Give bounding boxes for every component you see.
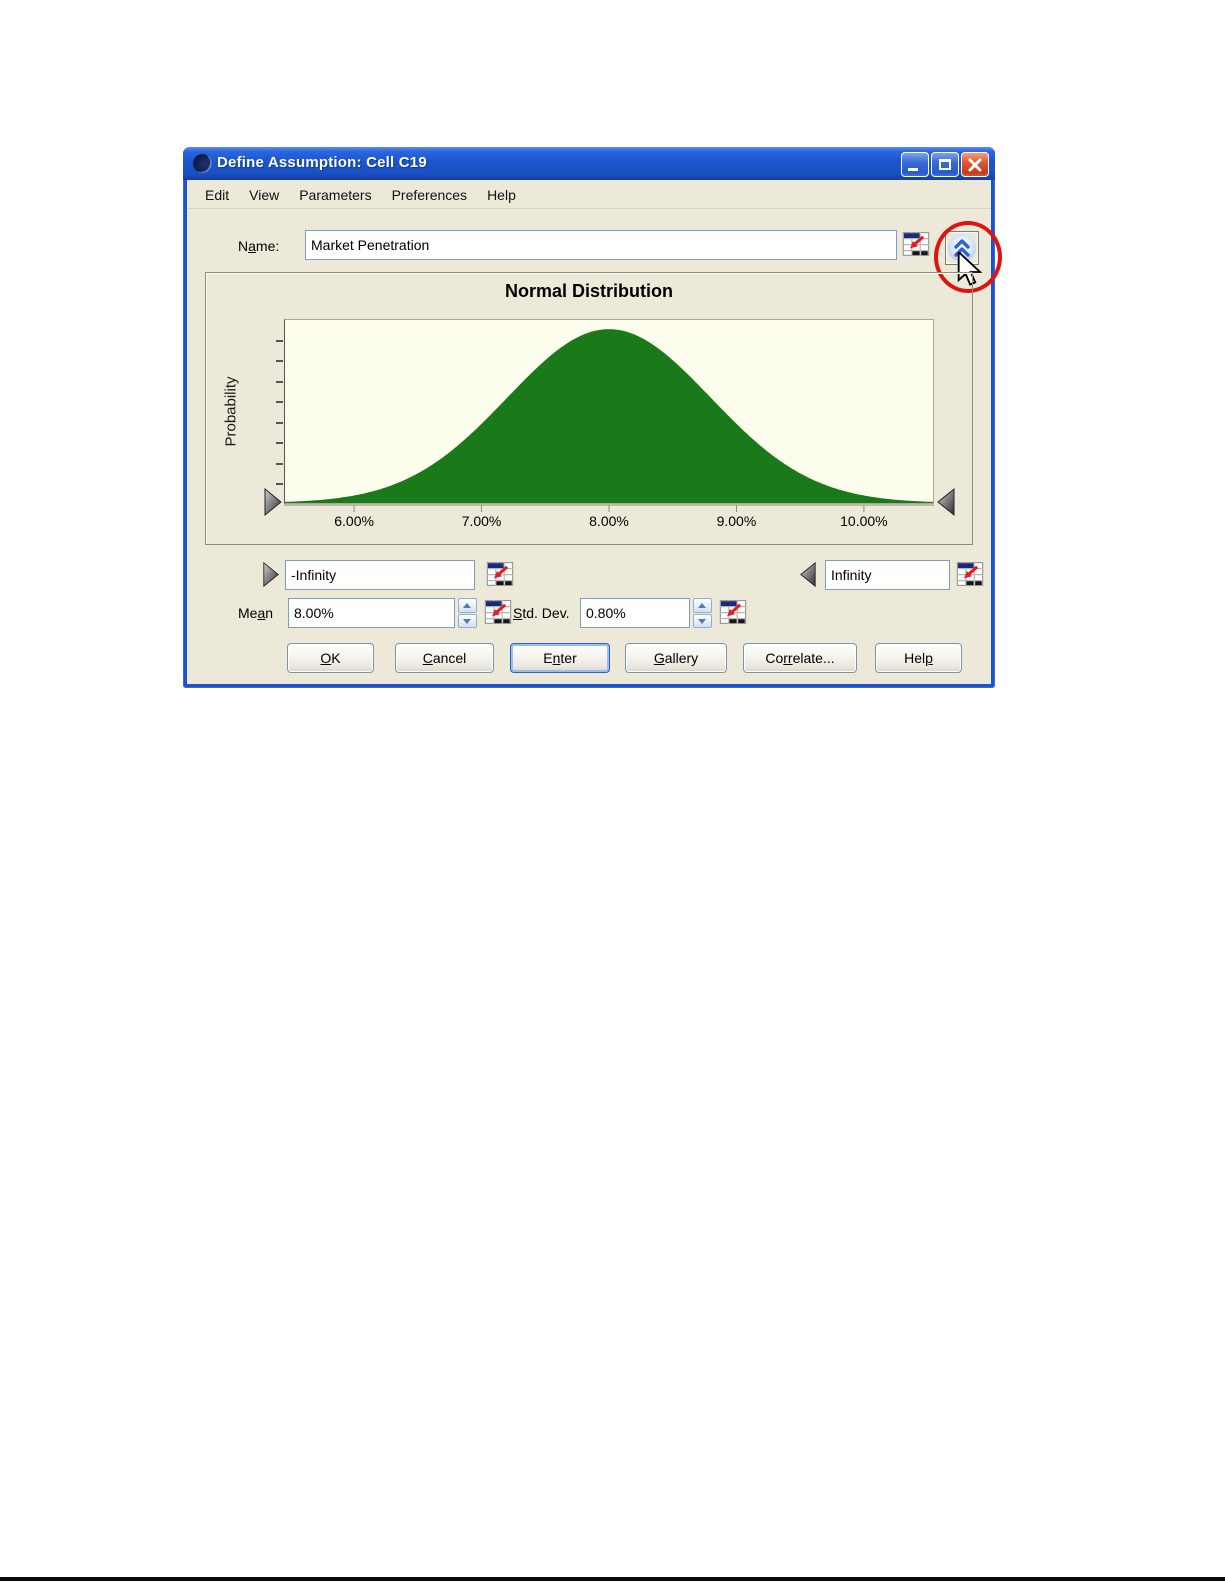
close-button[interactable] <box>961 152 989 177</box>
x-axis-ticks <box>284 504 934 512</box>
std-dev-cell-reference-button[interactable] <box>718 600 748 626</box>
right-truncation-grabber-icon[interactable] <box>936 487 956 517</box>
normal-curve <box>285 329 933 503</box>
menu-edit[interactable]: Edit <box>205 186 230 203</box>
maximize-button[interactable] <box>931 152 959 177</box>
enter-button[interactable]: Enter <box>510 643 610 673</box>
cell-reference-icon <box>484 600 512 624</box>
chart-title: Normal Distribution <box>504 281 673 301</box>
collapse-panel-button[interactable] <box>945 231 979 265</box>
cell-reference-icon <box>719 600 747 624</box>
window-title: Define Assumption: Cell C19 <box>217 154 427 171</box>
std-dev-label: Std. Dev. <box>513 605 570 621</box>
maximize-icon <box>939 159 951 170</box>
gallery-button[interactable]: Gallery <box>625 643 727 673</box>
mean-label: Mean <box>238 605 274 621</box>
y-tick <box>276 483 283 485</box>
y-tick <box>276 442 283 444</box>
double-chevron-up-icon <box>948 234 976 262</box>
mean-spin-up-button[interactable] <box>458 598 477 613</box>
name-label: Name: <box>238 238 280 254</box>
menu-preferences[interactable]: Preferences <box>391 186 468 203</box>
y-tick <box>276 381 283 383</box>
define-assumption-dialog: Define Assumption: Cell C19 <box>183 147 1002 688</box>
minimize-button[interactable] <box>901 152 929 177</box>
y-tick <box>276 463 283 465</box>
mean-spinner <box>458 598 477 628</box>
left-truncation-input[interactable] <box>285 560 475 590</box>
y-tick <box>276 401 283 403</box>
std-dev-spin-down-button[interactable] <box>693 613 712 628</box>
cell-reference-icon <box>486 562 514 586</box>
right-truncation-cell-reference-button[interactable] <box>955 562 985 588</box>
left-truncation-cell-reference-button[interactable] <box>485 562 515 588</box>
right-truncation-arrow-icon <box>800 561 816 588</box>
mean-spin-down-button[interactable] <box>458 613 477 628</box>
cell-reference-icon <box>956 562 984 586</box>
x-tick-label: 7.00% <box>461 513 502 529</box>
cell-reference-icon <box>902 232 930 256</box>
menu-view[interactable]: View <box>249 186 280 203</box>
menu-parameters[interactable]: Parameters <box>299 186 372 203</box>
down-arrow-icon <box>463 618 471 624</box>
x-tick-label: 9.00% <box>716 513 757 529</box>
left-truncation-arrow-icon <box>263 561 279 588</box>
x-tick-label: 8.00% <box>589 513 629 529</box>
help-button[interactable]: Help <box>875 643 962 673</box>
mean-input[interactable] <box>288 598 455 628</box>
y-tick <box>276 422 283 424</box>
minimize-icon <box>908 168 918 171</box>
x-axis-labels: 6.00% 7.00% 8.00% 9.00% 10.00% <box>284 513 934 533</box>
x-tick-label: 6.00% <box>334 513 374 529</box>
y-tick <box>276 340 283 342</box>
correlate-button[interactable]: Correlate... <box>743 643 857 673</box>
up-arrow-icon <box>463 603 471 608</box>
plot-area <box>284 319 934 504</box>
up-arrow-icon <box>698 603 706 608</box>
right-truncation-input[interactable] <box>825 560 950 590</box>
page-bottom-rule <box>0 1577 1225 1581</box>
name-cell-reference-button[interactable] <box>901 232 931 258</box>
cancel-button[interactable]: Cancel <box>395 643 494 673</box>
std-dev-input[interactable] <box>580 598 690 628</box>
x-tick-label: 10.00% <box>840 513 888 529</box>
std-dev-spin-up-button[interactable] <box>693 598 712 613</box>
crystal-ball-icon <box>193 154 212 173</box>
menu-bar: Edit View Parameters Preferences Help <box>187 181 991 209</box>
name-input[interactable] <box>305 230 897 260</box>
dialog-client-area: Edit View Parameters Preferences Help Na… <box>187 180 1002 684</box>
y-tick <box>276 360 283 362</box>
y-axis-label: Probability <box>222 376 240 447</box>
std-dev-spinner <box>693 598 712 628</box>
down-arrow-icon <box>698 618 706 624</box>
mean-cell-reference-button[interactable] <box>483 600 513 626</box>
distribution-chart-panel: Normal Distribution Probability 6.00% 7.0… <box>205 272 973 545</box>
close-icon <box>968 158 982 172</box>
ok-button[interactable]: OK <box>287 643 374 673</box>
y-axis-ticks <box>276 319 284 504</box>
title-bar[interactable]: Define Assumption: Cell C19 <box>183 147 995 180</box>
left-truncation-grabber-icon[interactable] <box>263 487 283 517</box>
menu-help[interactable]: Help <box>487 186 516 203</box>
